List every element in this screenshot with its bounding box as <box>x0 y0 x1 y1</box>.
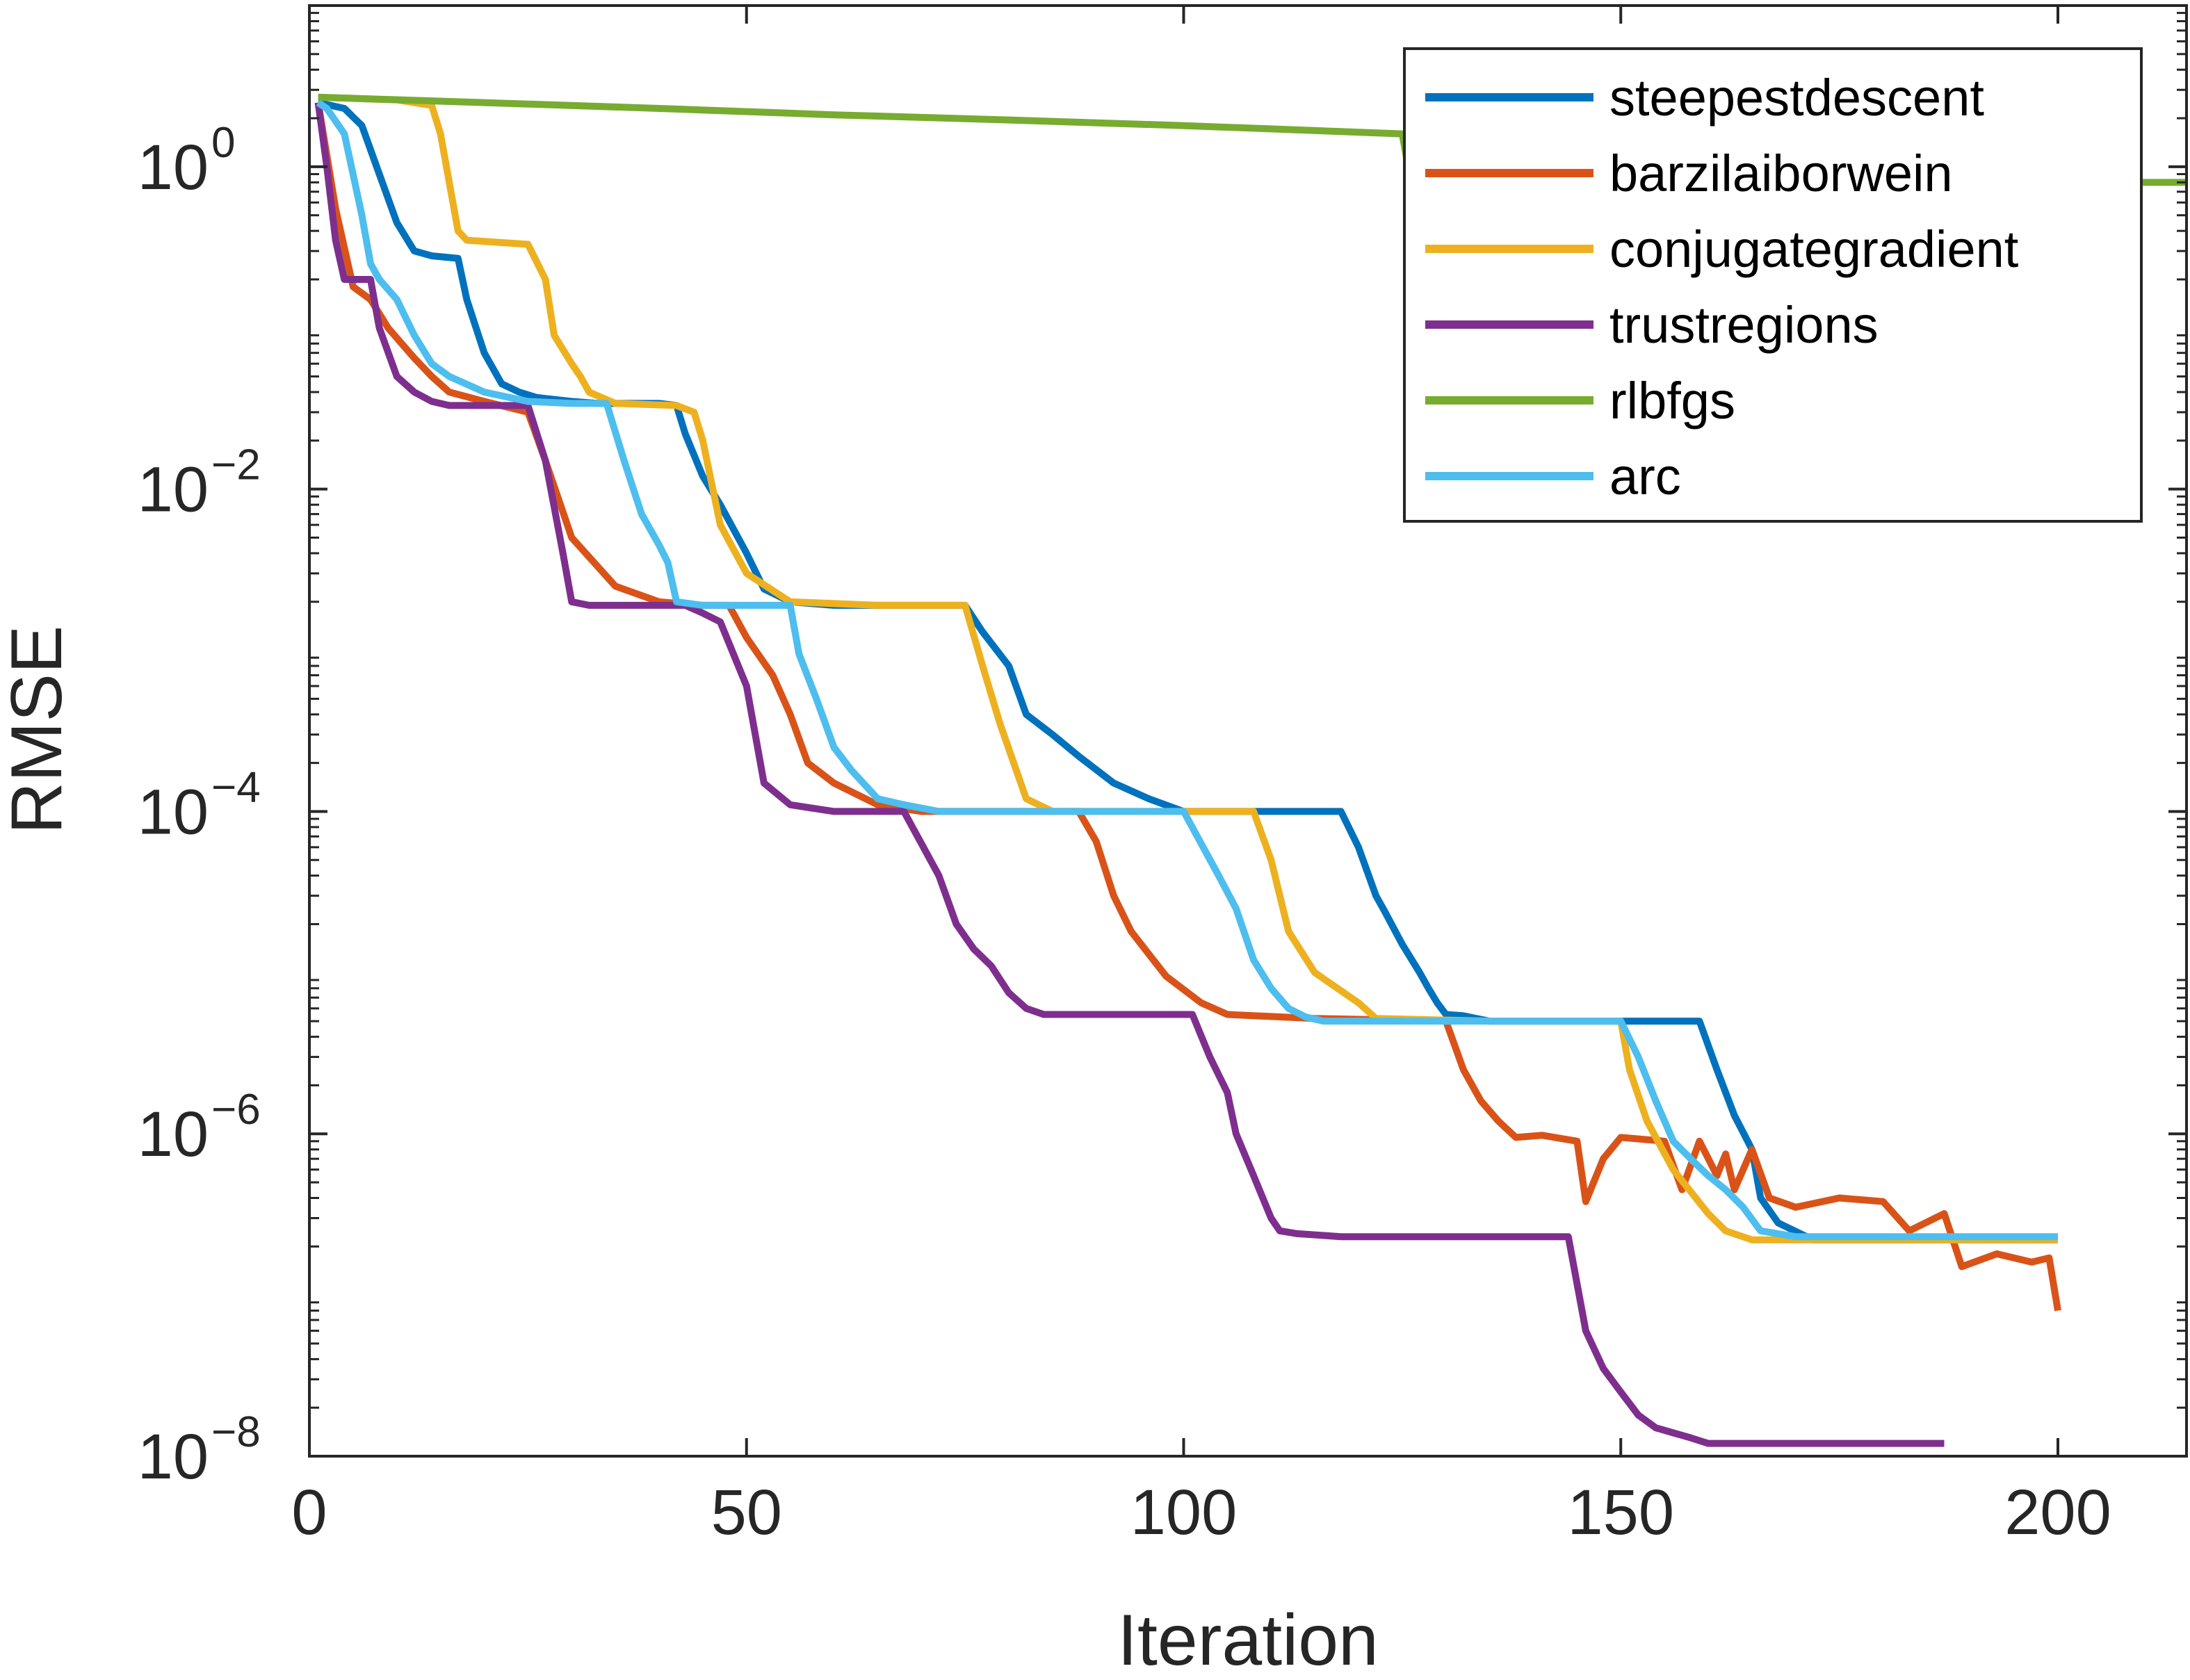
series-line-arc <box>316 99 2058 1241</box>
y-tick-label-base: 10 <box>138 1421 209 1492</box>
x-tick-label: 150 <box>1568 1477 1675 1548</box>
series-line-trustregions <box>314 101 1945 1447</box>
legend-label: arc <box>1609 448 1681 505</box>
legend-entries: steepestdescent barzilaiborwein conjugateg… <box>1425 69 2019 505</box>
legend-item-steepestdescent: steepestdescent <box>1425 69 1984 127</box>
plot-frame <box>308 4 2188 1458</box>
y-tick-label: 10 0 <box>138 119 236 203</box>
y-tick-label-exponent: 0 <box>211 119 235 167</box>
x-axis-label: Iteration <box>1117 1600 1379 1680</box>
y-tick-label-exponent: −2 <box>211 441 261 489</box>
y-tick-label-base: 10 <box>138 132 209 203</box>
y-tick-label: 10 −6 <box>138 1086 261 1170</box>
x-tick-label: 0 <box>291 1477 327 1548</box>
legend-item-trustregions: trustregions <box>1425 296 1879 354</box>
x-tick-label: 50 <box>711 1477 782 1548</box>
y-tick-label-base: 10 <box>138 776 209 847</box>
x-tick-label: 100 <box>1130 1477 1238 1548</box>
legend-label: steepestdescent <box>1609 69 1984 127</box>
legend-label: rlbfgs <box>1609 372 1735 430</box>
legend: steepestdescent barzilaiborwein conjugateg… <box>1403 47 2143 523</box>
y-tick-label: 10 −2 <box>138 441 261 525</box>
legend-item-rlbfgs: rlbfgs <box>1425 372 1735 430</box>
y-axis-label: RMSE <box>0 626 77 834</box>
series-line-conjugategradient <box>318 93 2058 1243</box>
legend-item-conjugategradient: conjugategradient <box>1425 220 2019 278</box>
y-tick-label-base: 10 <box>138 1099 209 1170</box>
legend-item-barzilaiborwein: barzilaiborwein <box>1425 145 1953 202</box>
legend-label: barzilaiborwein <box>1609 145 1953 202</box>
y-tick-label-exponent: −6 <box>211 1086 261 1134</box>
series-layer <box>314 93 2187 1447</box>
legend-item-arc: arc <box>1425 448 1681 505</box>
legend-label: trustregions <box>1609 296 1879 354</box>
y-tick-label-exponent: −4 <box>211 763 261 811</box>
y-tick-label: 10 −8 <box>138 1408 261 1492</box>
y-tick-label-exponent: −8 <box>211 1408 261 1456</box>
y-tick-label-base: 10 <box>138 455 209 525</box>
x-tick-label: 200 <box>2004 1477 2111 1548</box>
legend-box <box>1403 47 2143 523</box>
legend-label: conjugategradient <box>1609 220 2019 278</box>
y-tick-label: 10 −4 <box>138 763 261 847</box>
